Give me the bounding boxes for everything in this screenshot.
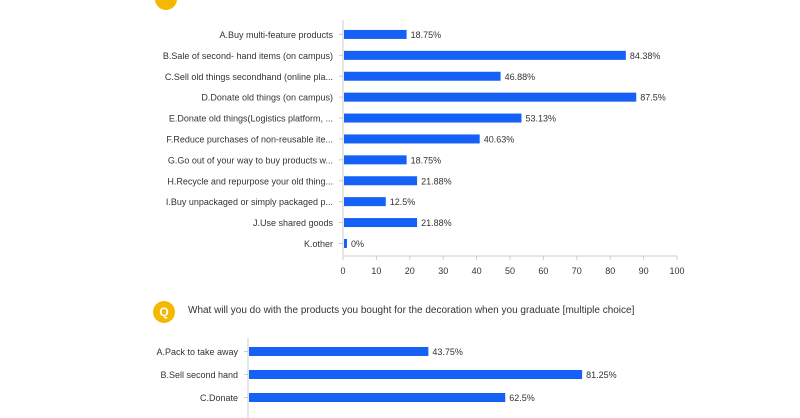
category-label: E.Donate old things(Logistics platform, … bbox=[169, 114, 333, 124]
category-label: H.Recycle and repurpose your old thing..… bbox=[167, 176, 333, 186]
question-icon bbox=[155, 0, 177, 10]
bar bbox=[344, 155, 407, 165]
category-label: C.Sell old things secondhand (online pla… bbox=[165, 72, 333, 82]
chart-bar-choices: A.Buy multi-feature products 18.75% B.Sale… bbox=[163, 20, 685, 275]
category-label: B.Sale of second- hand items (on campus) bbox=[163, 51, 333, 61]
category-label: A.Pack to take away bbox=[156, 347, 238, 357]
chart-bar-graduation: A.Pack to take away 43.75% B.Sell second h… bbox=[156, 338, 617, 418]
question-icon: Q bbox=[153, 301, 175, 323]
x-tick-label: 60 bbox=[538, 266, 548, 275]
bar bbox=[249, 370, 583, 379]
bar bbox=[344, 197, 386, 207]
x-tick-label: 40 bbox=[472, 266, 482, 275]
category-label: G.Go out of your way to buy products w..… bbox=[168, 155, 333, 165]
bar bbox=[249, 393, 506, 402]
category-label: I.Buy unpackaged or simply packaged p... bbox=[166, 197, 333, 207]
x-tick-label: 30 bbox=[438, 266, 448, 275]
bar bbox=[344, 92, 637, 102]
x-tick-label: 50 bbox=[505, 266, 515, 275]
value-label: 46.88% bbox=[505, 72, 536, 82]
question-header: Q What will you do with the products you… bbox=[0, 300, 800, 330]
x-tick-label: 100 bbox=[669, 266, 684, 275]
category-label: A.Buy multi-feature products bbox=[219, 30, 333, 40]
value-label: 12.5% bbox=[390, 197, 416, 207]
category-label: F.Reduce purchases of non-reusable ite..… bbox=[166, 134, 333, 144]
bar bbox=[344, 71, 501, 81]
category-label: C.Donate bbox=[200, 393, 238, 403]
value-label: 84.38% bbox=[630, 51, 661, 61]
value-label: 21.88% bbox=[421, 218, 452, 228]
category-label: D.Donate old things (on campus) bbox=[201, 93, 333, 103]
value-label: 62.5% bbox=[509, 393, 535, 403]
bar bbox=[344, 218, 418, 228]
value-label: 21.88% bbox=[421, 176, 452, 186]
question-title: What will you do with the products you b… bbox=[188, 305, 635, 316]
bar bbox=[344, 238, 347, 248]
value-label: 53.13% bbox=[525, 114, 556, 124]
bar bbox=[344, 134, 480, 144]
category-label: J.Use shared goods bbox=[253, 218, 334, 228]
bar bbox=[249, 347, 429, 356]
value-label: 18.75% bbox=[411, 155, 442, 165]
value-label: 40.63% bbox=[484, 134, 515, 144]
x-tick-label: 90 bbox=[639, 266, 649, 275]
value-label: 43.75% bbox=[432, 347, 463, 357]
value-label: 0% bbox=[351, 239, 364, 249]
category-label: K.other bbox=[304, 239, 333, 249]
x-tick-label: 20 bbox=[405, 266, 415, 275]
x-tick-label: 0 bbox=[340, 266, 345, 275]
bar bbox=[344, 29, 407, 39]
value-label: 87.5% bbox=[640, 93, 666, 103]
x-tick-label: 70 bbox=[572, 266, 582, 275]
bar bbox=[344, 113, 522, 123]
bar bbox=[344, 176, 418, 186]
x-tick-label: 10 bbox=[371, 266, 381, 275]
category-label: B.Sell second hand bbox=[160, 370, 238, 380]
bar bbox=[344, 50, 626, 60]
value-label: 81.25% bbox=[586, 370, 617, 380]
value-label: 18.75% bbox=[411, 30, 442, 40]
x-tick-label: 80 bbox=[605, 266, 615, 275]
